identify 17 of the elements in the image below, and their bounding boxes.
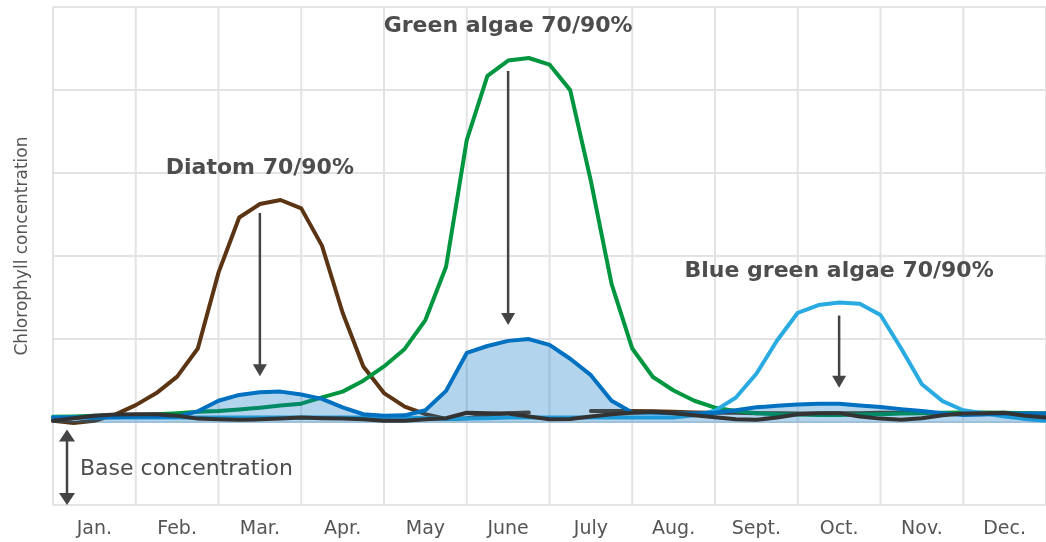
x-tick-label: July [572, 516, 608, 538]
x-tick-label: Oct. [819, 516, 859, 538]
x-tick-label: Dec. [983, 516, 1027, 538]
y-axis-title: Chlorophyll concentration [11, 136, 31, 356]
annotation: Blue green algae 70/90% [684, 256, 994, 282]
x-tick-label: May [405, 516, 446, 538]
x-tick-label: Nov. [901, 516, 943, 538]
x-tick-label: June [486, 516, 529, 538]
x-tick-label: Jan. [75, 516, 113, 538]
x-tick-label: Sept. [731, 516, 782, 538]
text: Base concentration [80, 455, 293, 481]
annotation: Green algae 70/90% [383, 12, 633, 37]
x-tick-label: Feb. [157, 516, 197, 538]
annotation: Diatom 70/90% [165, 153, 354, 179]
x-tick-label: Aug. [652, 516, 696, 538]
x-tick-label: Apr. [324, 516, 362, 538]
x-tick-label: Mar. [239, 516, 280, 538]
